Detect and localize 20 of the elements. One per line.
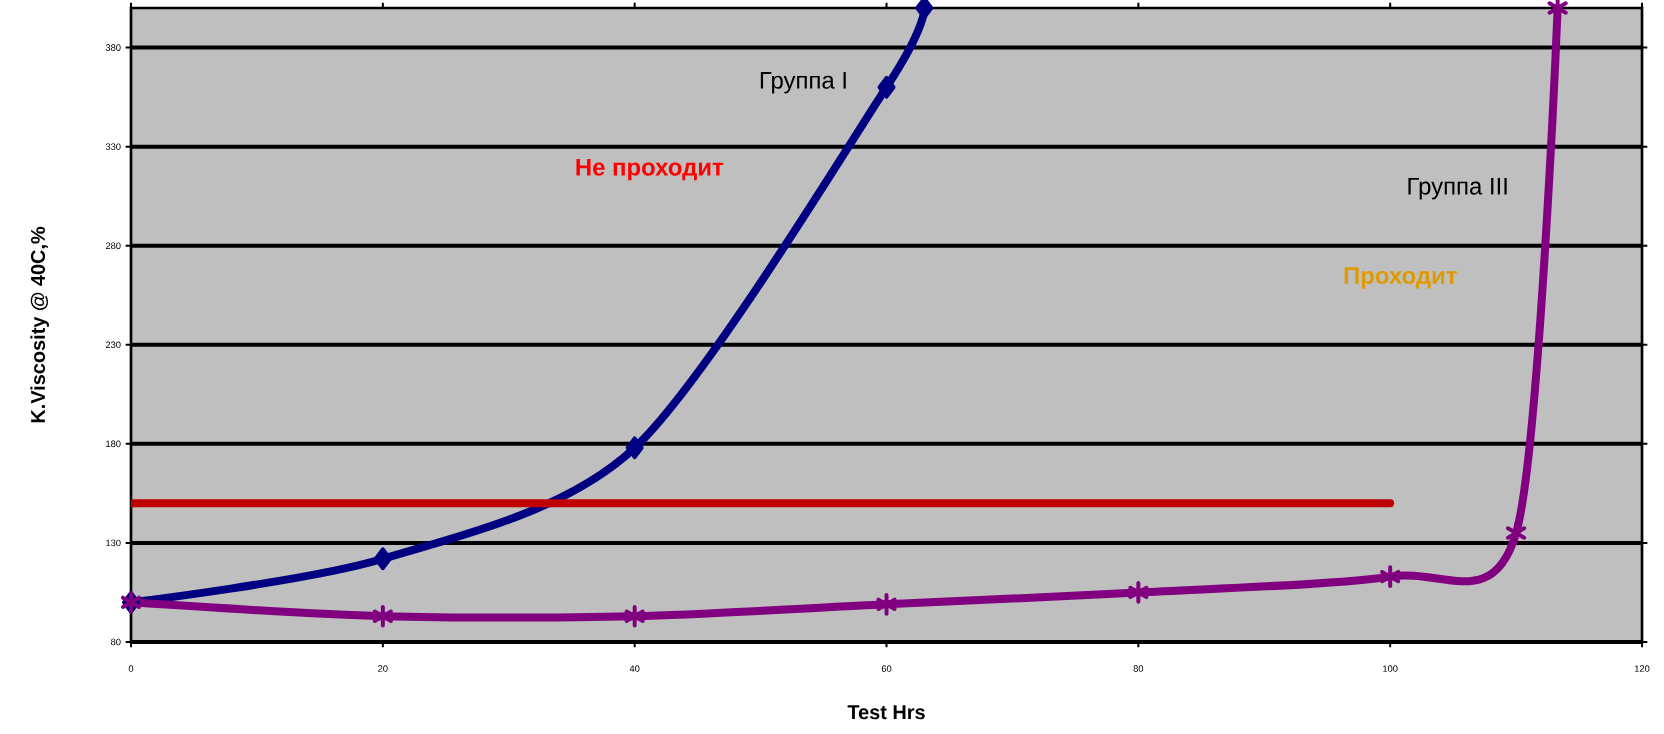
x-tick-label: 20 (378, 665, 388, 672)
series-label: Группа I (760, 72, 846, 94)
x-tick-label: 60 (881, 665, 892, 672)
y-tick-label: 380 (105, 44, 121, 51)
series-label: Группа III (1408, 177, 1507, 200)
y-tick-label: 280 (105, 242, 121, 250)
y-axis-title: K.Viscosity @ 40C,% (30, 226, 49, 423)
x-tick-label: 40 (629, 665, 640, 672)
x-tick-label: 0 (128, 665, 134, 672)
y-tick-label: 130 (106, 539, 121, 547)
annotation: Проходит (1344, 267, 1457, 289)
x-tick-label: 80 (1133, 665, 1144, 672)
y-tick-label: 330 (105, 143, 121, 150)
x-tick-label: 100 (1383, 665, 1398, 672)
y-tick-label: 80 (111, 638, 121, 646)
annotation: Не проходит (576, 158, 724, 181)
x-tick-label: 120 (1634, 665, 1650, 672)
y-tick-label: 180 (106, 440, 121, 448)
y-tick-label: 230 (105, 341, 121, 349)
x-axis-title: Test Hrs (847, 705, 925, 720)
